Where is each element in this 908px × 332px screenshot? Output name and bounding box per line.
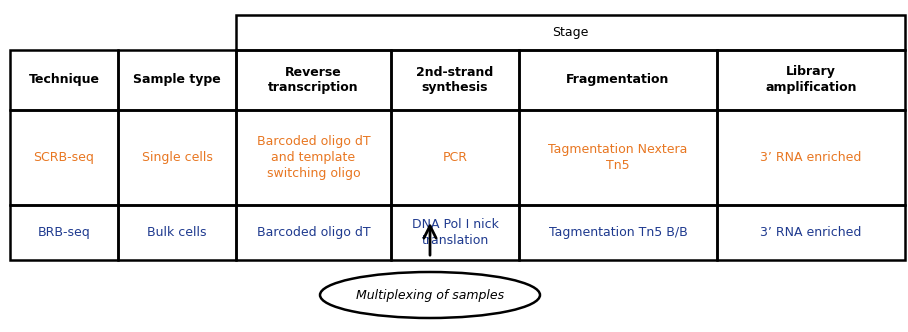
Text: Stage: Stage — [552, 26, 588, 39]
Bar — [118, 205, 236, 260]
Bar — [391, 110, 519, 205]
Text: 3’ RNA enriched: 3’ RNA enriched — [760, 151, 862, 164]
Bar — [118, 110, 236, 205]
Text: Bulk cells: Bulk cells — [147, 226, 207, 239]
Text: Barcoded oligo dT
and template
switching oligo: Barcoded oligo dT and template switching… — [257, 135, 370, 180]
Bar — [236, 110, 391, 205]
Bar — [717, 50, 905, 110]
Bar — [391, 50, 519, 110]
Text: Single cells: Single cells — [142, 151, 212, 164]
Text: DNA Pol I nick
translation: DNA Pol I nick translation — [411, 218, 498, 247]
Bar — [717, 110, 905, 205]
Bar — [519, 205, 717, 260]
Text: Sample type: Sample type — [133, 73, 221, 87]
Bar — [717, 205, 905, 260]
Bar — [236, 50, 391, 110]
Text: BRB-seq: BRB-seq — [37, 226, 91, 239]
Bar — [391, 205, 519, 260]
Text: Multiplexing of samples: Multiplexing of samples — [356, 289, 504, 301]
Bar — [118, 50, 236, 110]
Text: Barcoded oligo dT: Barcoded oligo dT — [257, 226, 370, 239]
Text: Library
amplification: Library amplification — [765, 65, 857, 95]
Text: 3’ RNA enriched: 3’ RNA enriched — [760, 226, 862, 239]
Bar — [10, 205, 118, 260]
Text: Fragmentation: Fragmentation — [567, 73, 670, 87]
Text: Technique: Technique — [28, 73, 100, 87]
Bar — [10, 50, 118, 110]
Bar — [236, 205, 391, 260]
Bar — [519, 50, 717, 110]
Text: PCR: PCR — [442, 151, 468, 164]
Text: SCRB-seq: SCRB-seq — [34, 151, 94, 164]
Bar — [10, 110, 118, 205]
Text: 2nd-strand
synthesis: 2nd-strand synthesis — [417, 65, 494, 95]
Text: Tagmentation Nextera
Tn5: Tagmentation Nextera Tn5 — [548, 143, 687, 172]
Bar — [236, 15, 905, 50]
Bar — [519, 110, 717, 205]
Text: Reverse
transcription: Reverse transcription — [268, 65, 359, 95]
Text: Tagmentation Tn5 B/B: Tagmentation Tn5 B/B — [548, 226, 687, 239]
